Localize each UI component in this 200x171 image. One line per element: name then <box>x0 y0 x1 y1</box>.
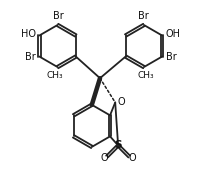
Text: HO: HO <box>21 29 36 39</box>
Text: CH₃: CH₃ <box>47 71 64 80</box>
Text: Br: Br <box>25 51 36 62</box>
Text: S: S <box>115 140 122 150</box>
Text: Br: Br <box>53 11 64 21</box>
Text: Br: Br <box>166 51 176 62</box>
Text: O: O <box>128 153 136 163</box>
Text: Br: Br <box>138 11 149 21</box>
Text: OH: OH <box>165 29 180 39</box>
Text: O: O <box>118 97 125 107</box>
Text: CH₃: CH₃ <box>137 71 154 80</box>
Text: O: O <box>101 153 108 163</box>
